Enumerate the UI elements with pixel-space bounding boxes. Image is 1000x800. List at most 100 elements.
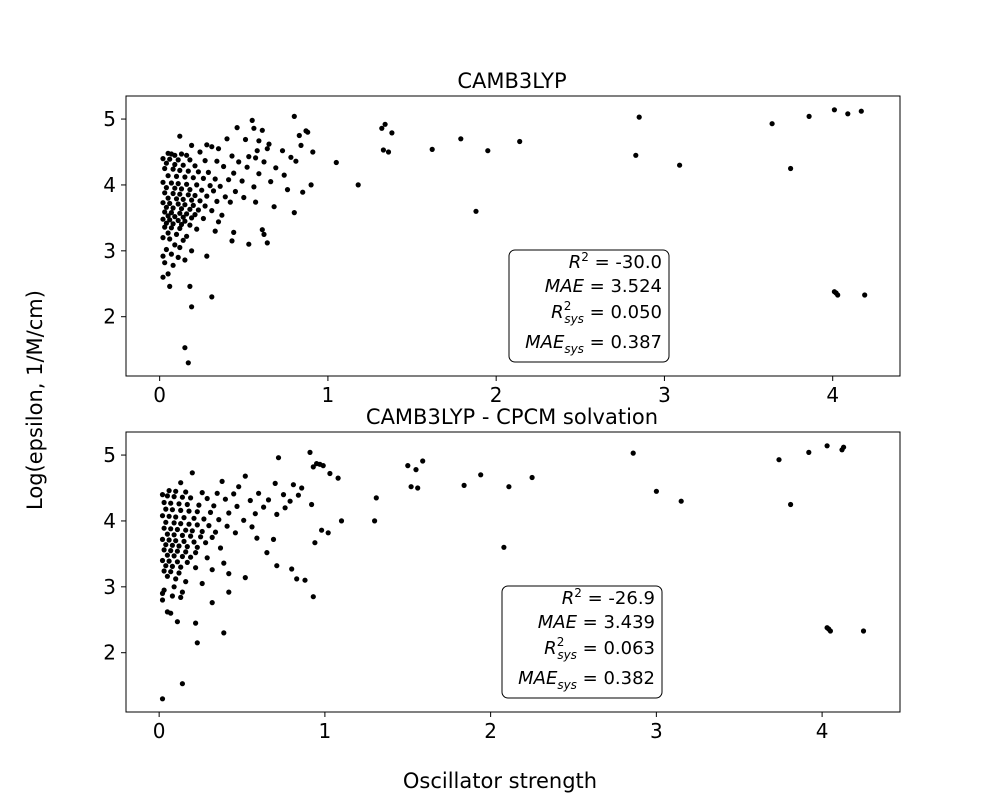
scatter-point bbox=[254, 535, 260, 541]
scatter-point bbox=[166, 558, 172, 564]
stats-box: R2 = -26.9 MAE = 3.439 R2 sys = 0.063 MAE… bbox=[501, 585, 663, 699]
scatter-point bbox=[168, 251, 174, 257]
scatter-point bbox=[202, 203, 208, 209]
scatter-point bbox=[219, 212, 225, 218]
scatter-point bbox=[256, 490, 262, 496]
scatter-point bbox=[271, 204, 277, 210]
scatter-point bbox=[633, 152, 639, 158]
scatter-point bbox=[204, 555, 210, 561]
scatter-point bbox=[485, 148, 491, 154]
scatter-point bbox=[173, 514, 179, 520]
scatter-point bbox=[182, 345, 188, 351]
scatter-point bbox=[831, 107, 838, 113]
scatter-point bbox=[281, 172, 287, 178]
scatter-point bbox=[268, 179, 274, 185]
scatter-point bbox=[214, 198, 220, 204]
scatter-point bbox=[173, 173, 180, 179]
scatter-point bbox=[217, 545, 224, 551]
scatter-point bbox=[252, 511, 258, 517]
scatter-point bbox=[159, 492, 166, 498]
scatter-point bbox=[179, 589, 185, 595]
scatter-point bbox=[270, 536, 277, 543]
scatter-point bbox=[653, 488, 660, 494]
scatter-point bbox=[178, 594, 184, 601]
scatter-point bbox=[473, 208, 479, 214]
scatter-point bbox=[215, 219, 222, 225]
scatter-point bbox=[636, 114, 642, 120]
scatter-point bbox=[517, 138, 523, 145]
scatter-point bbox=[211, 503, 217, 509]
scatter-point bbox=[188, 554, 194, 560]
scatter-point bbox=[197, 198, 203, 204]
scatter-point bbox=[202, 158, 208, 164]
scatter-point bbox=[174, 548, 180, 554]
scatter-point bbox=[163, 204, 169, 210]
scatter-point bbox=[174, 559, 180, 565]
scatter-point bbox=[191, 515, 197, 521]
scatter-point bbox=[320, 463, 326, 469]
scatter-point bbox=[170, 262, 176, 268]
scatter-point bbox=[275, 455, 282, 461]
scatter-point bbox=[163, 220, 169, 226]
scatter-point bbox=[173, 488, 179, 494]
scatter-point bbox=[256, 171, 262, 177]
scatter-point bbox=[163, 160, 169, 166]
scatter-point bbox=[242, 575, 248, 581]
scatter-point bbox=[185, 192, 191, 198]
scatter-point bbox=[408, 484, 414, 490]
scatter-point bbox=[194, 640, 200, 646]
scatter-point bbox=[214, 490, 220, 496]
scatter-point bbox=[217, 183, 223, 189]
scatter-point bbox=[196, 502, 202, 508]
scatter-point bbox=[179, 532, 185, 539]
scatter-point bbox=[186, 508, 192, 514]
scatter-point bbox=[162, 260, 168, 266]
scatter-point bbox=[174, 619, 180, 625]
scatter-point bbox=[379, 125, 385, 131]
scatter-point bbox=[169, 542, 175, 548]
scatter-point bbox=[231, 491, 237, 497]
scatter-point bbox=[179, 681, 185, 687]
scatter-point bbox=[194, 522, 200, 528]
y-tick-label: 2 bbox=[103, 641, 116, 665]
scatter-point bbox=[415, 485, 421, 491]
scatter-point bbox=[355, 182, 361, 188]
scatter-point bbox=[310, 464, 316, 470]
scatter-point bbox=[259, 227, 265, 233]
scatter-point bbox=[170, 205, 176, 211]
scatter-point bbox=[824, 443, 830, 449]
scatter-point bbox=[159, 557, 166, 564]
scatter-point bbox=[261, 231, 267, 237]
scatter-point bbox=[165, 213, 171, 219]
scatter-point bbox=[172, 161, 178, 168]
scatter-point bbox=[266, 141, 272, 147]
scatter-point bbox=[194, 544, 200, 550]
scatter-point bbox=[261, 504, 267, 510]
scatter-point bbox=[226, 177, 232, 183]
scatter-point bbox=[187, 157, 193, 163]
scatter-point bbox=[212, 228, 218, 234]
scatter-point bbox=[678, 498, 684, 504]
scatter-point bbox=[160, 216, 166, 222]
scatter-point bbox=[172, 185, 178, 191]
scatter-point bbox=[159, 590, 166, 597]
scatter-point bbox=[159, 513, 166, 519]
scatter-point bbox=[284, 187, 291, 193]
scatter-point bbox=[161, 568, 167, 574]
scatter-point bbox=[172, 242, 178, 248]
scatter-point bbox=[180, 162, 186, 168]
scatter-point bbox=[231, 170, 237, 176]
scatter-point bbox=[677, 162, 683, 168]
scatter-point bbox=[307, 449, 313, 455]
scatter-point bbox=[193, 565, 199, 571]
scatter-point bbox=[226, 589, 232, 595]
scatter-point bbox=[226, 571, 232, 577]
scatter-point bbox=[194, 182, 200, 188]
scatter-point bbox=[167, 283, 173, 289]
scatter-point bbox=[194, 226, 200, 232]
scatter-point bbox=[295, 492, 301, 498]
scatter-point bbox=[200, 175, 206, 181]
scatter-point bbox=[241, 517, 247, 523]
scatter-point bbox=[216, 517, 222, 523]
